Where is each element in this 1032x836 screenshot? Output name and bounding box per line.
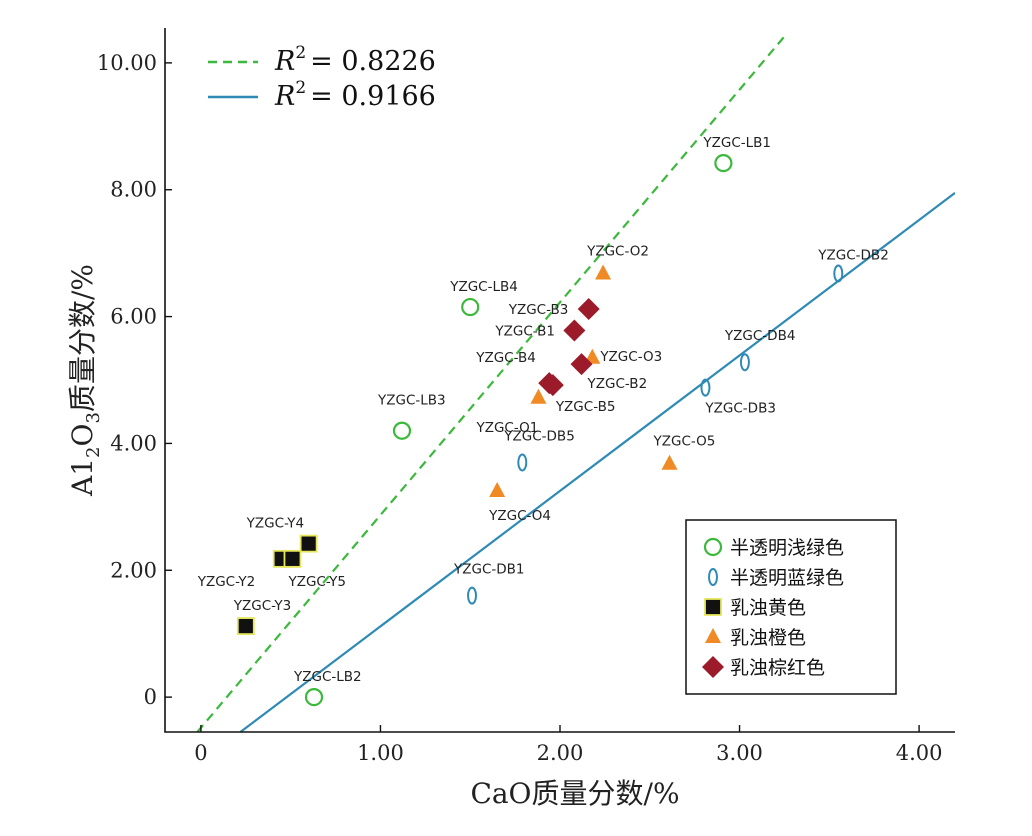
axes: 0 1.00 2.00 3.00 4.00 0 2.00 4.00 6.00 8.00 10.00 — [97, 28, 955, 765]
point-circle-3 — [304, 688, 324, 707]
y-axis-title: A12O3质量分数/% — [66, 264, 104, 497]
x-tick-label: 4.00 — [896, 741, 943, 765]
point-label: YZGC-O4 — [488, 508, 551, 524]
point-label: YZGC-Y3 — [233, 598, 292, 614]
point-label: YZGC-O2 — [586, 243, 649, 259]
point-label: YZGC-DB4 — [724, 328, 796, 344]
fit-legend-solid-text: R2 = 0.9166 — [274, 78, 436, 112]
x-tick-label: 0 — [194, 741, 207, 765]
y-tick-label: 10.00 — [97, 51, 157, 75]
point-ellipse-4 — [467, 586, 478, 605]
point-ellipse-0 — [833, 264, 844, 283]
point-diamond-2 — [570, 353, 593, 376]
point-label: YZGC-B2 — [587, 376, 648, 392]
point-diamond-1 — [563, 319, 586, 342]
legend-marker-diamond — [702, 656, 724, 678]
legend-label-3: 乳浊橙色 — [730, 627, 806, 649]
point-labels: YZGC-LB1 YZGC-LB4 YZGC-LB3 YZGC-LB2 YZGC-DB2… — [197, 135, 889, 685]
point-label: YZGC-O1 — [475, 420, 538, 436]
legend-marker-circle — [703, 537, 723, 557]
point-label: YZGC-B3 — [508, 302, 569, 318]
fit-lines — [196, 33, 955, 732]
point-label: YZGC-DB1 — [453, 562, 524, 578]
axis-lines — [164, 28, 955, 733]
series-legend: 半透明浅绿色 半透明蓝绿色 乳浊黄色 乳浊橙色 乳浊棕红色 — [685, 519, 897, 695]
point-label: YZGC-DB3 — [704, 401, 776, 417]
legend-marker-square — [704, 598, 722, 616]
point-label: YZGC-Y2 — [197, 574, 256, 590]
legend-label-0: 半透明浅绿色 — [730, 537, 844, 559]
point-label: YZGC-LB4 — [449, 279, 518, 295]
point-ellipse-1 — [739, 353, 750, 372]
point-circle-1 — [461, 297, 480, 317]
point-label: YZGC-B4 — [475, 350, 536, 366]
point-label: YZGC-Y4 — [246, 516, 304, 532]
y-tick-label: 8.00 — [110, 178, 157, 202]
fit-legend-dashed-text: R2 = 0.8226 — [274, 43, 436, 77]
x-tick-label: 1.00 — [357, 741, 404, 765]
point-square-0 — [299, 534, 318, 553]
point-circle-0 — [714, 153, 733, 173]
point-diamond-4 — [541, 374, 564, 397]
legend-markers — [702, 537, 724, 678]
point-label: YZGC-O5 — [653, 434, 716, 450]
point-triangle-2 — [530, 388, 547, 404]
fit-line-solid — [239, 192, 955, 732]
point-label: YZGC-DB5 — [503, 428, 574, 444]
point-diamond-0 — [577, 297, 600, 320]
point-ellipse-3 — [517, 453, 528, 472]
point-triangle-3 — [661, 454, 678, 470]
y-tick-label: 0 — [144, 685, 157, 709]
y-tick-label: 6.00 — [110, 305, 157, 329]
legend-marker-ellipse — [708, 568, 718, 586]
x-axis-title: CaO质量分数/% — [470, 777, 679, 810]
point-triangle-4 — [489, 481, 506, 497]
fit-legend: R2 = 0.8226 R2 = 0.9166 — [208, 43, 436, 112]
legend-label-4: 乳浊棕红色 — [730, 657, 825, 679]
x-tick-label: 3.00 — [716, 741, 763, 765]
point-label: YZGC-LB2 — [293, 669, 362, 685]
y-tick-label: 2.00 — [110, 558, 157, 582]
point-label: YZGC-LB3 — [377, 393, 446, 409]
point-label: YZGC-Y5 — [287, 574, 346, 590]
point-triangle-0 — [595, 264, 612, 280]
point-label: YZGC-B1 — [494, 324, 555, 340]
point-label: YZGC-DB2 — [817, 247, 889, 263]
point-label: YZGC-O3 — [599, 349, 662, 365]
point-square-3 — [236, 617, 255, 635]
legend-label-2: 乳浊黄色 — [730, 597, 806, 619]
y-tick-label: 4.00 — [110, 431, 157, 455]
data-points — [236, 153, 844, 707]
x-tick-label: 2.00 — [537, 741, 584, 765]
point-label: YZGC-B5 — [555, 399, 616, 415]
fit-line-dashed — [196, 33, 788, 732]
point-ellipse-2 — [700, 378, 711, 397]
point-label: YZGC-LB1 — [702, 135, 771, 151]
legend-label-1: 半透明蓝绿色 — [730, 567, 844, 589]
point-square-2 — [283, 549, 302, 568]
point-circle-2 — [392, 421, 412, 440]
legend-marker-triangle — [705, 628, 721, 643]
